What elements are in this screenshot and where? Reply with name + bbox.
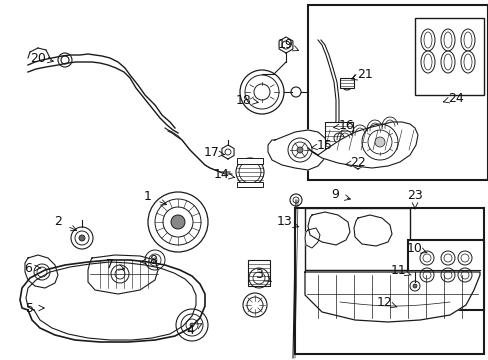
Bar	[237, 158, 263, 164]
Text: 21: 21	[356, 68, 372, 81]
Circle shape	[374, 137, 384, 147]
Text: 19: 19	[278, 39, 293, 51]
Ellipse shape	[463, 32, 471, 48]
Polygon shape	[307, 122, 417, 168]
Bar	[407, 240, 483, 310]
Bar	[305, 208, 409, 270]
Ellipse shape	[423, 54, 431, 70]
Ellipse shape	[420, 29, 434, 51]
Ellipse shape	[460, 29, 474, 51]
Ellipse shape	[443, 54, 451, 70]
Polygon shape	[88, 255, 158, 294]
Text: 14: 14	[214, 168, 229, 181]
Polygon shape	[353, 215, 391, 246]
Text: 1: 1	[144, 190, 152, 203]
Bar	[294, 208, 483, 354]
Bar	[339, 78, 353, 88]
Polygon shape	[267, 130, 327, 170]
Text: 11: 11	[390, 265, 406, 278]
Circle shape	[171, 215, 184, 229]
Bar	[237, 182, 263, 187]
Text: 2: 2	[54, 216, 62, 229]
Text: 7: 7	[106, 258, 114, 271]
Polygon shape	[279, 37, 292, 53]
Polygon shape	[351, 155, 364, 169]
Circle shape	[190, 323, 194, 327]
Bar	[414, 18, 483, 95]
Ellipse shape	[440, 29, 454, 51]
Ellipse shape	[423, 32, 431, 48]
Bar	[307, 5, 487, 180]
Circle shape	[412, 284, 416, 288]
Ellipse shape	[443, 32, 451, 48]
Ellipse shape	[460, 51, 474, 73]
Text: 3: 3	[255, 267, 263, 280]
Text: 6: 6	[24, 261, 32, 274]
Polygon shape	[305, 228, 319, 248]
Polygon shape	[305, 272, 479, 322]
Text: 10: 10	[406, 242, 422, 255]
Text: 20: 20	[30, 51, 46, 64]
Ellipse shape	[420, 51, 434, 73]
Text: 16: 16	[339, 120, 354, 132]
Ellipse shape	[463, 54, 471, 70]
Circle shape	[296, 147, 303, 153]
Text: 17: 17	[203, 147, 220, 159]
Text: 9: 9	[330, 189, 338, 202]
Text: 4: 4	[185, 324, 194, 337]
Text: 12: 12	[376, 297, 392, 310]
Text: 15: 15	[316, 139, 332, 153]
Bar	[247, 260, 269, 286]
Polygon shape	[222, 145, 234, 159]
Text: 8: 8	[149, 255, 157, 267]
Text: 13: 13	[277, 216, 292, 229]
Bar	[325, 122, 352, 154]
Text: 18: 18	[236, 94, 251, 107]
Polygon shape	[25, 255, 58, 288]
Text: 24: 24	[447, 91, 463, 104]
Polygon shape	[307, 212, 349, 245]
Ellipse shape	[440, 51, 454, 73]
Text: 23: 23	[407, 189, 422, 202]
Circle shape	[79, 235, 85, 241]
Text: 5: 5	[26, 301, 34, 315]
Text: 22: 22	[349, 157, 365, 170]
